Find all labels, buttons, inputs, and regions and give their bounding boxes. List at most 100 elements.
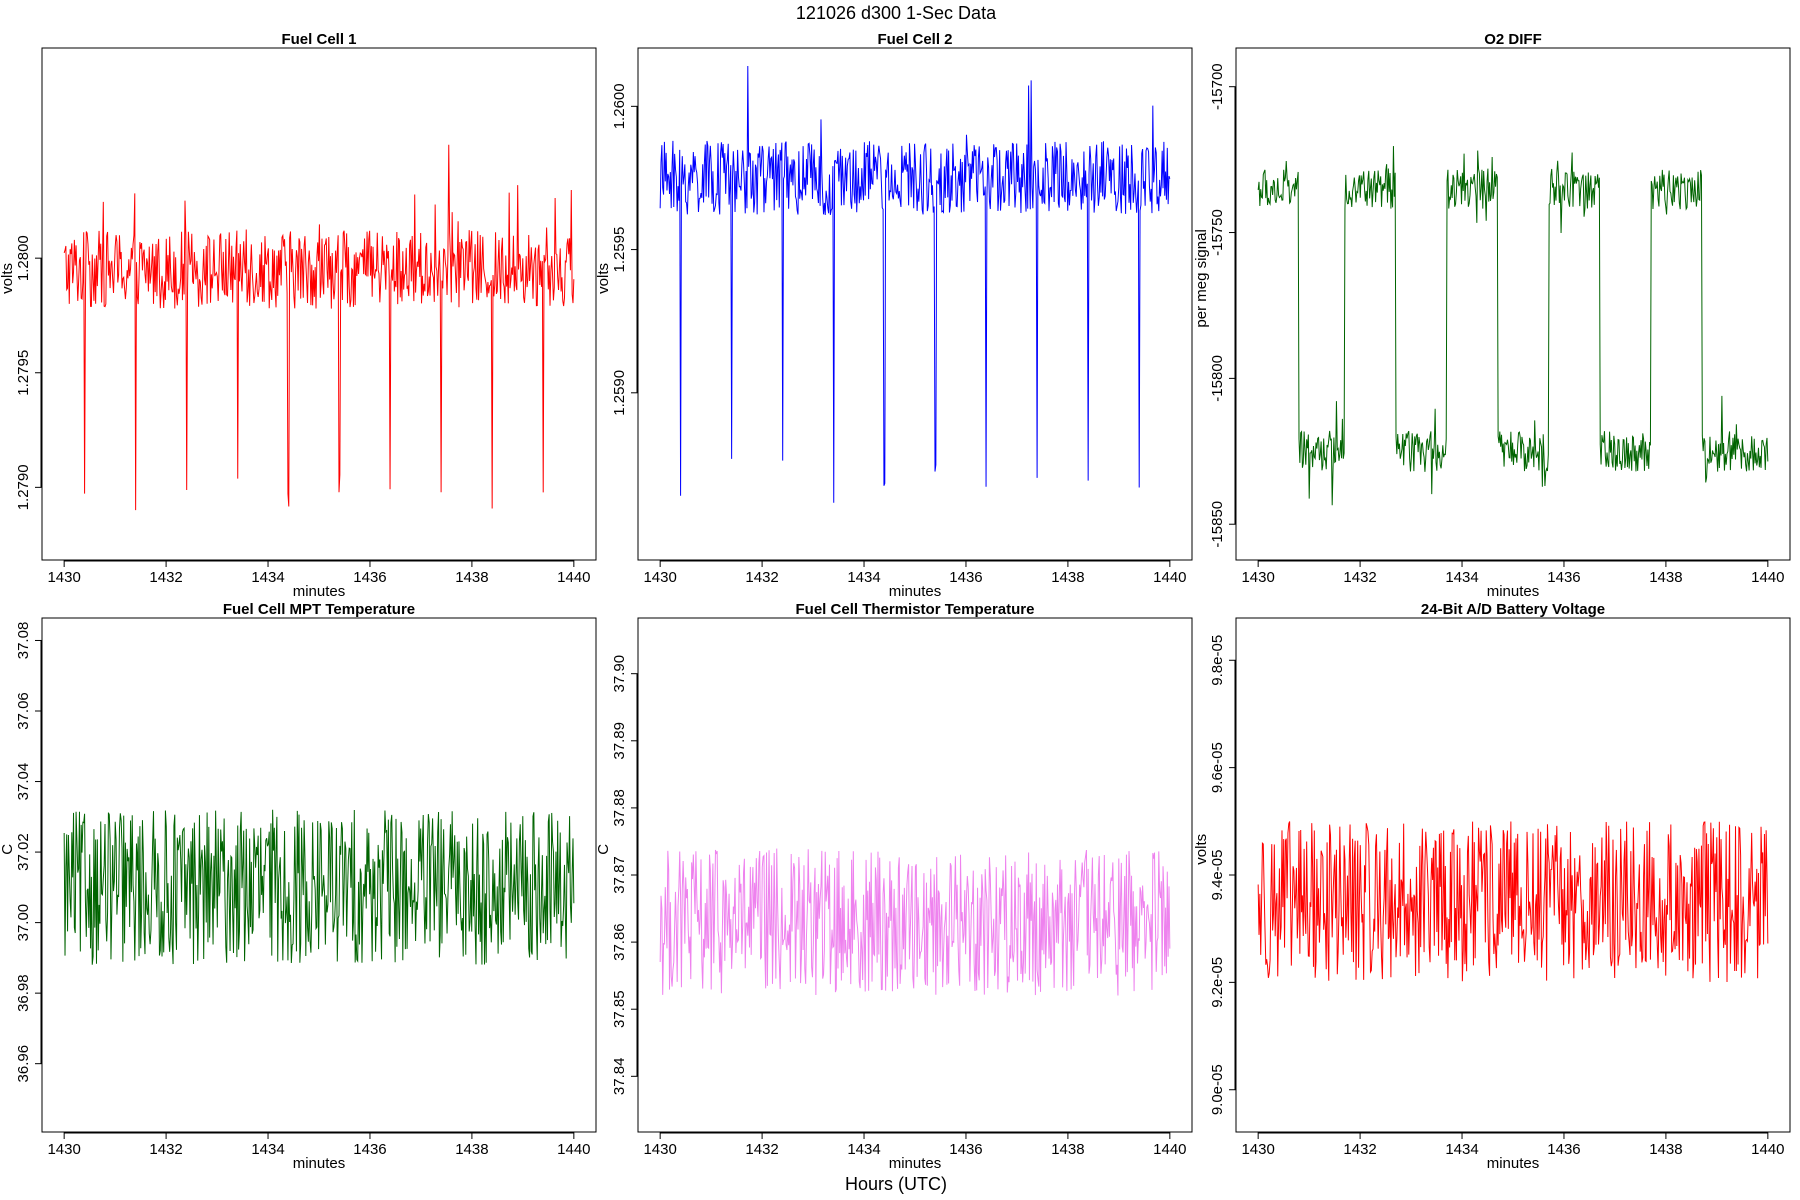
y-tick-label: 1.2790 [15,464,32,510]
y-tick-label: 1.2595 [611,227,628,273]
y-tick-label: 37.00 [15,904,32,942]
x-tick-label: 1434 [1445,569,1478,586]
chart-panel: O2 DIFF 1430 1432 1434 1436 1438 1440 minutes -1… [1193,31,1791,600]
x-tick-label: 1432 [745,569,778,586]
x-tick-label: 1438 [455,569,488,586]
y-tick-label: 37.06 [15,692,32,730]
y-tick-label: 36.98 [15,974,32,1012]
y-tick-label: 37.84 [611,1058,628,1096]
x-tick-label: 1434 [1445,1141,1478,1158]
figure-title: 121026 d300 1-Sec Data [796,3,997,23]
y-axis-label: volts [1193,834,1210,865]
y-tick-label: 37.87 [611,856,628,894]
chart-panel: Fuel Cell 1 1430 1432 1434 1436 1438 1440 minut… [0,31,597,600]
y-axis-label: C [595,844,612,855]
panel-title: Fuel Cell MPT Temperature [223,601,415,618]
panel-title: O2 DIFF [1484,31,1542,48]
x-tick-label: 1434 [847,1141,880,1158]
panel-title: Fuel Cell 1 [281,31,356,48]
y-tick-label: 9.6e-05 [1209,742,1226,793]
y-tick-label: 1.2800 [15,235,32,281]
x-tick-label: 1440 [1153,569,1186,586]
x-tick-label: 1436 [1547,1141,1580,1158]
y-axis-label: per meg signal [1193,229,1210,327]
x-tick-label: 1438 [1649,569,1682,586]
x-tick-label: 1434 [251,1141,284,1158]
x-tick-label: 1438 [1649,1141,1682,1158]
x-tick-label: 1438 [1051,569,1084,586]
x-tick-label: 1430 [47,569,80,586]
x-tick-label: 1432 [149,569,182,586]
figure-xlabel: Hours (UTC) [845,1174,947,1194]
x-axis-label: minutes [889,1155,942,1172]
panel-title: Fuel Cell 2 [877,31,952,48]
x-tick-label: 1430 [1241,1141,1274,1158]
y-tick-label: -15700 [1209,63,1226,110]
series-line [659,848,1171,996]
y-tick-label: 9.4e-05 [1209,850,1226,901]
x-tick-label: 1430 [47,1141,80,1158]
y-tick-label: 9.0e-05 [1209,1064,1226,1115]
y-tick-label: 1.2600 [611,83,628,129]
chart-panel: Fuel Cell MPT Temperature 1430 1432 1434 143… [0,601,597,1172]
x-tick-label: 1430 [643,569,676,586]
x-tick-label: 1438 [455,1141,488,1158]
x-axis-label: minutes [1487,1155,1540,1172]
y-tick-label: 9.8e-05 [1209,635,1226,686]
plot-frame [41,47,597,561]
x-tick-label: 1436 [353,569,386,586]
x-tick-label: 1432 [1343,1141,1376,1158]
y-tick-label: -15800 [1209,355,1226,402]
x-axis-label: minutes [889,583,942,600]
x-tick-label: 1436 [949,569,982,586]
x-tick-label: 1432 [745,1141,778,1158]
panel-title: 24-Bit A/D Battery Voltage [1421,601,1605,618]
y-tick-label: 37.02 [15,833,32,871]
x-axis-label: minutes [293,583,346,600]
y-tick-label: 9.2e-05 [1209,957,1226,1008]
x-axis-label: minutes [293,1155,346,1172]
x-tick-label: 1430 [643,1141,676,1158]
y-axis-label: C [0,844,16,855]
x-tick-label: 1440 [557,569,590,586]
y-tick-label: -15750 [1209,209,1226,256]
x-tick-label: 1440 [1153,1141,1186,1158]
series-line [1257,821,1769,982]
series-line [1257,146,1769,506]
x-tick-label: 1440 [1751,569,1784,586]
y-tick-label: 37.04 [15,763,32,801]
x-tick-label: 1432 [1343,569,1376,586]
y-tick-label: 37.86 [611,923,628,961]
x-tick-label: 1432 [149,1141,182,1158]
series-line [63,144,575,511]
x-tick-label: 1438 [1051,1141,1084,1158]
x-tick-label: 1440 [557,1141,590,1158]
x-tick-label: 1440 [1751,1141,1784,1158]
chart-panel: 24-Bit A/D Battery Voltage 1430 1432 1434 14… [1193,601,1791,1172]
x-tick-label: 1434 [251,569,284,586]
x-tick-label: 1430 [1241,569,1274,586]
series-line [63,809,575,965]
x-axis-label: minutes [1487,583,1540,600]
plot-frame [41,617,597,1133]
x-tick-label: 1434 [847,569,880,586]
series-line [659,65,1171,503]
y-tick-label: 1.2795 [15,350,32,396]
x-tick-label: 1436 [1547,569,1580,586]
chart-panel: Fuel Cell 2 1430 1432 1434 1436 1438 1440 minut… [595,31,1193,600]
plot-frame [637,47,1193,561]
y-tick-label: 37.08 [15,622,32,660]
y-axis-label: volts [595,263,612,294]
x-tick-label: 1436 [353,1141,386,1158]
y-tick-label: 1.2590 [611,370,628,416]
y-axis-label: volts [0,263,16,294]
plot-frame [1235,47,1791,561]
y-tick-label: 37.89 [611,722,628,760]
y-tick-label: 36.96 [15,1045,32,1083]
x-tick-label: 1436 [949,1141,982,1158]
panel-title: Fuel Cell Thermistor Temperature [796,601,1035,618]
y-tick-label: 37.88 [611,789,628,827]
chart-panel: Fuel Cell Thermistor Temperature 1430 1432… [595,601,1193,1172]
y-tick-label: 37.90 [611,655,628,693]
